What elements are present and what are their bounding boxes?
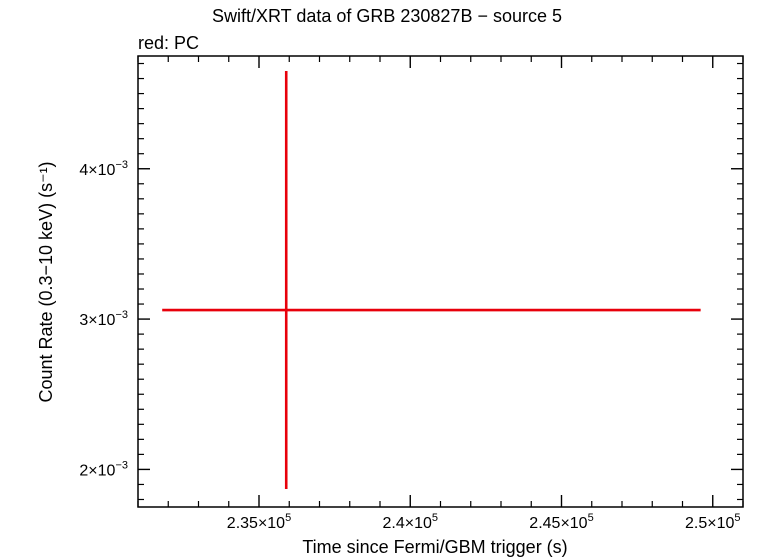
y-tick-label: 2×10−3: [79, 459, 128, 479]
chart-title: Swift/XRT data of GRB 230827B − source 5: [211, 6, 563, 26]
y-axis-label: Count Rate (0.3−10 keV) (s⁻¹): [36, 161, 56, 402]
tick-labels: 2.35×105 2.4×105 2.45×105 2.5×105 2×10−3 3×10…: [79, 159, 740, 532]
plot-frame: [137, 55, 744, 508]
minor-ticks: [137, 56, 744, 507]
x-tick-label: 2.45×105: [529, 512, 593, 532]
y-tick-label: 4×10−3: [79, 159, 128, 179]
major-ticks: [138, 56, 743, 507]
x-tick-label: 2.35×105: [227, 512, 291, 532]
series-layer: [162, 71, 701, 489]
chart-subtitle: red: PC: [138, 33, 200, 53]
x-tick-label: 2.4×105: [382, 512, 438, 532]
y-tick-label: 3×10−3: [79, 309, 128, 329]
x-axis-label: Time since Fermi/GBM trigger (s): [302, 537, 567, 557]
x-tick-label: 2.5×105: [685, 512, 741, 532]
